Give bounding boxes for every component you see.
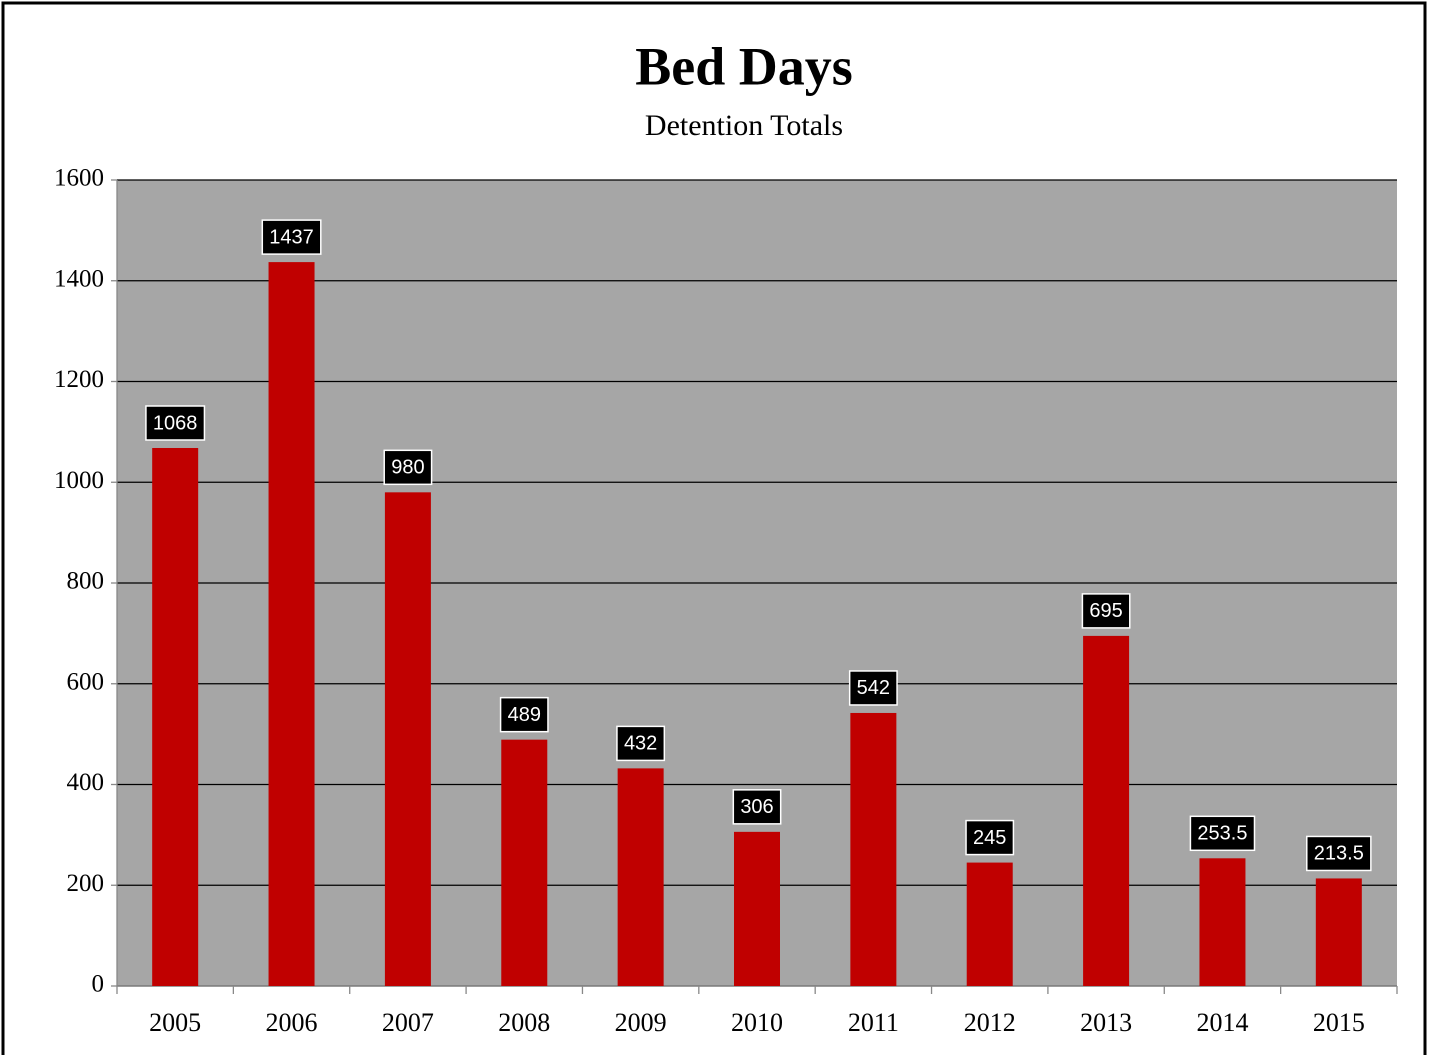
y-tick-label: 0 bbox=[92, 971, 105, 998]
bar bbox=[617, 768, 664, 986]
y-tick-label: 1200 bbox=[54, 366, 104, 393]
y-tick-label: 1000 bbox=[54, 467, 104, 494]
y-tick-label: 800 bbox=[67, 568, 105, 595]
data-label-box bbox=[261, 219, 322, 255]
x-tick-label: 2007 bbox=[382, 1008, 434, 1037]
x-tick-label: 2010 bbox=[731, 1008, 783, 1037]
bar bbox=[850, 712, 897, 986]
bar bbox=[966, 862, 1013, 986]
bar bbox=[268, 262, 315, 987]
x-tick-label: 2011 bbox=[848, 1008, 899, 1037]
data-label: 489 bbox=[508, 704, 541, 726]
x-tick-label: 2009 bbox=[615, 1008, 667, 1037]
y-tick-label: 400 bbox=[67, 769, 105, 796]
data-label: 432 bbox=[624, 733, 657, 755]
x-tick-label: 2005 bbox=[149, 1008, 201, 1037]
bar bbox=[152, 447, 199, 986]
data-label-box bbox=[732, 789, 782, 825]
chart-title: Bed Days bbox=[635, 36, 853, 96]
data-label: 1068 bbox=[153, 412, 198, 434]
data-label-box bbox=[1306, 835, 1372, 872]
x-tick-label: 2006 bbox=[266, 1008, 318, 1037]
data-label-box bbox=[616, 725, 666, 762]
data-label-box bbox=[499, 696, 549, 733]
bar bbox=[1083, 635, 1130, 986]
data-label: 542 bbox=[857, 677, 890, 699]
data-label: 253.5 bbox=[1197, 823, 1247, 845]
y-tick-label: 600 bbox=[67, 668, 105, 695]
data-label-box bbox=[1189, 815, 1256, 852]
data-label-box bbox=[965, 819, 1015, 856]
x-tick-label: 2015 bbox=[1313, 1008, 1365, 1037]
x-tick-label: 2008 bbox=[498, 1008, 550, 1037]
y-tick-label: 1400 bbox=[54, 265, 104, 292]
data-label: 1437 bbox=[269, 226, 314, 248]
data-label: 980 bbox=[391, 457, 424, 479]
data-label-box bbox=[383, 449, 433, 486]
chart-subtitle: Detention Totals bbox=[645, 109, 843, 142]
data-label: 213.5 bbox=[1314, 843, 1364, 865]
data-label-box bbox=[145, 405, 206, 441]
bar bbox=[384, 492, 431, 986]
data-label: 245 bbox=[973, 827, 1006, 849]
data-label: 306 bbox=[740, 796, 773, 818]
x-tick-label: 2013 bbox=[1080, 1008, 1132, 1037]
bar bbox=[1199, 858, 1246, 986]
data-label: 695 bbox=[1089, 600, 1122, 622]
y-tick-label: 1600 bbox=[54, 165, 104, 192]
bar bbox=[1315, 878, 1362, 986]
x-tick-label: 2012 bbox=[964, 1008, 1016, 1037]
data-label-box bbox=[848, 670, 898, 706]
bar bbox=[501, 739, 548, 986]
data-label-box bbox=[1081, 593, 1131, 629]
bar bbox=[734, 831, 780, 986]
x-tick-label: 2014 bbox=[1196, 1008, 1248, 1037]
y-tick-label: 200 bbox=[67, 870, 105, 897]
